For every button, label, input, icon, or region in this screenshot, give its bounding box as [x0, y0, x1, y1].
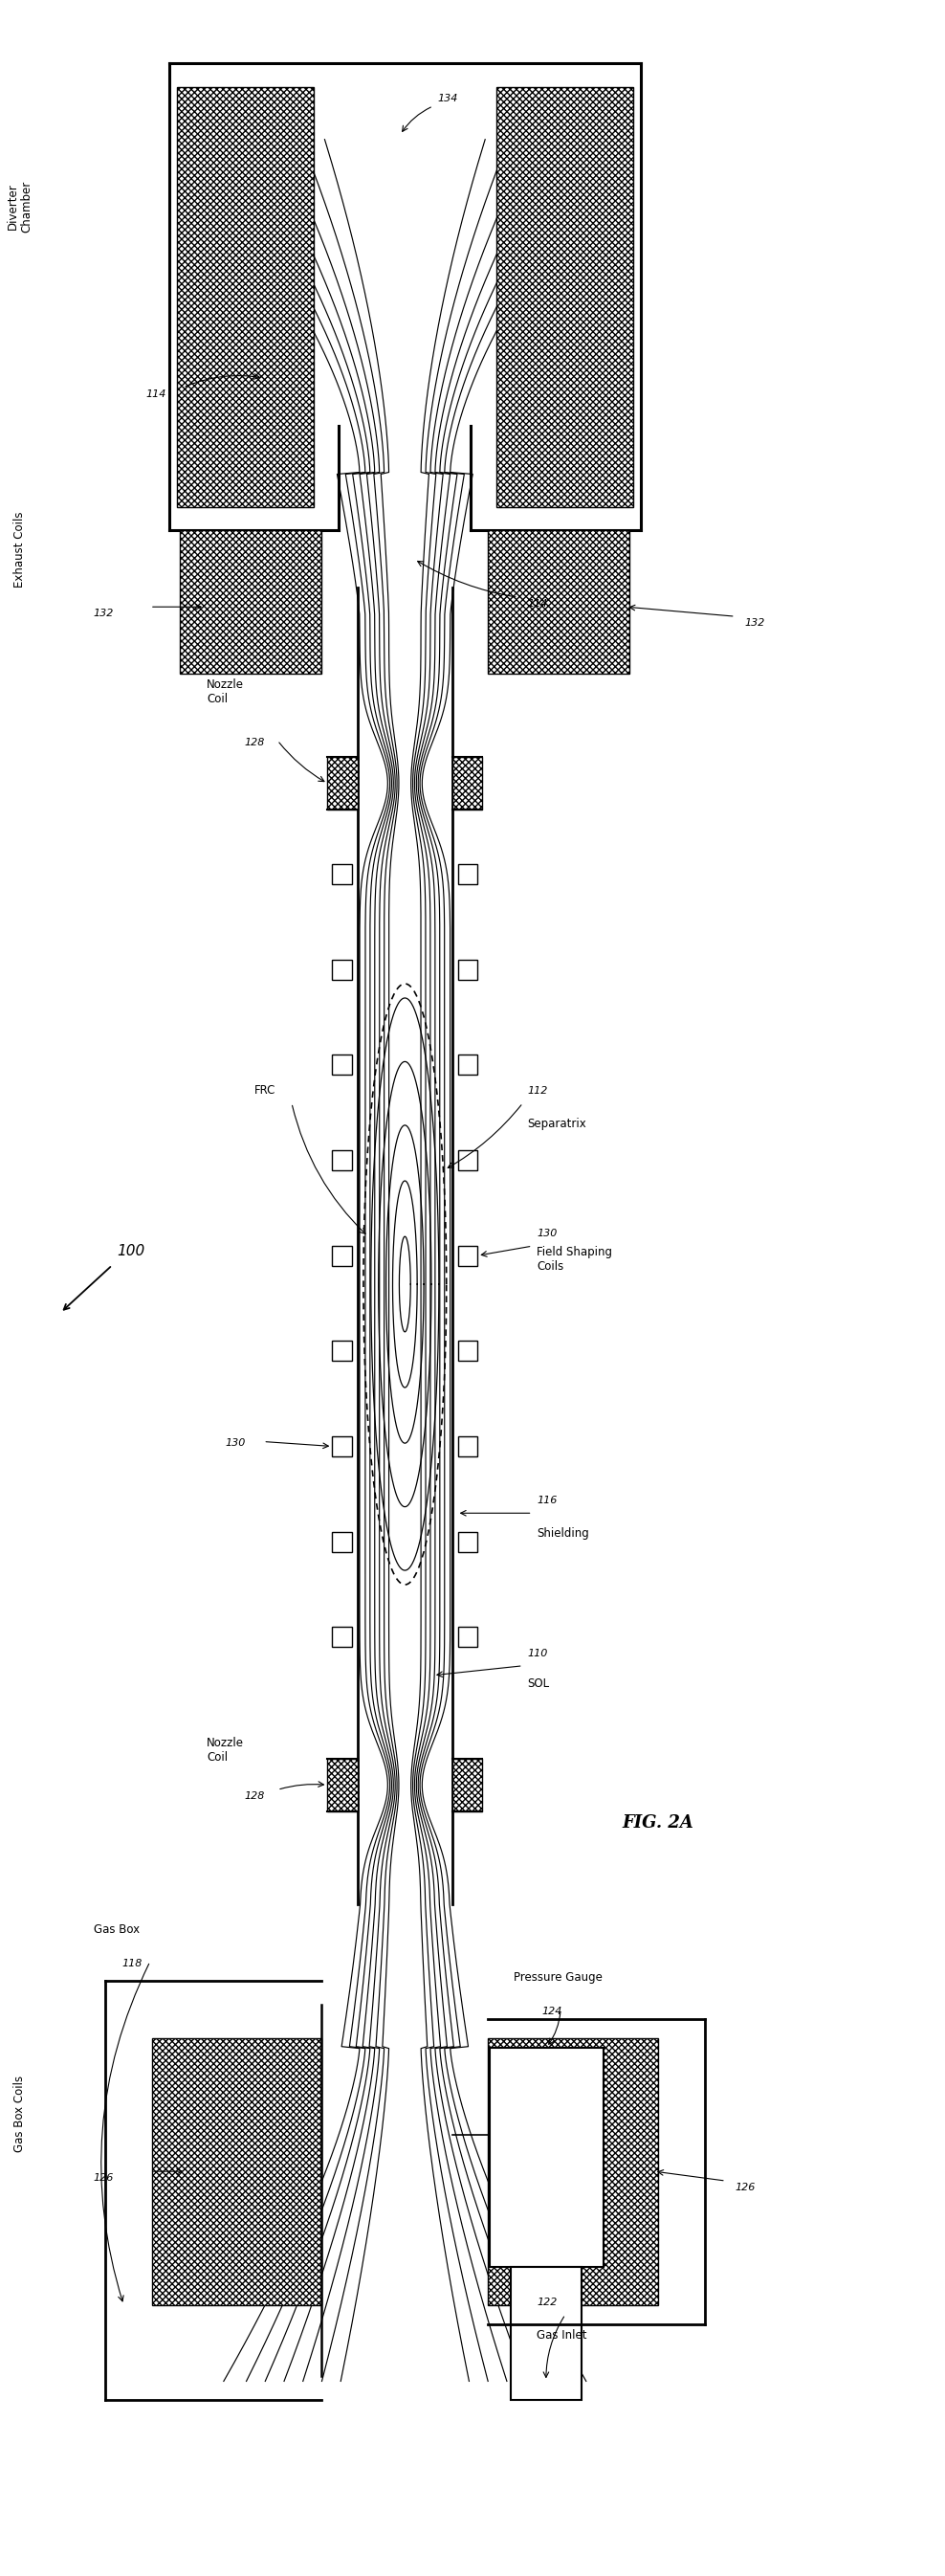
Bar	[328, 1759, 358, 1811]
Text: Nozzle
Coil: Nozzle Coil	[207, 677, 244, 706]
Bar	[457, 958, 477, 979]
Bar	[177, 88, 314, 507]
Bar	[333, 1628, 352, 1646]
Text: SOL: SOL	[527, 1677, 550, 1690]
Bar	[333, 863, 352, 884]
Text: 100: 100	[117, 1244, 145, 1260]
Text: 112: 112	[527, 1084, 548, 1095]
Text: 126: 126	[735, 2182, 756, 2192]
Text: Separatrix: Separatrix	[527, 1118, 587, 1131]
Text: 114: 114	[146, 389, 165, 399]
Text: 122: 122	[537, 2298, 558, 2308]
Bar	[510, 2267, 581, 2401]
Bar	[452, 1759, 482, 1811]
Bar	[488, 531, 629, 675]
Bar	[457, 863, 477, 884]
Text: Gas Inlet: Gas Inlet	[537, 2329, 587, 2342]
Text: Shielding: Shielding	[537, 1528, 590, 1540]
Text: 126: 126	[94, 2174, 114, 2182]
Bar	[333, 1342, 352, 1360]
Text: Gas Box Coils: Gas Box Coils	[13, 2076, 26, 2154]
Bar	[333, 1533, 352, 1551]
Bar	[457, 1149, 477, 1170]
Bar	[457, 1342, 477, 1360]
Bar	[457, 1437, 477, 1455]
Bar	[333, 1149, 352, 1170]
Text: 130: 130	[537, 1229, 558, 1239]
Bar	[333, 1054, 352, 1074]
Bar	[328, 757, 358, 809]
Bar	[488, 2038, 658, 2306]
Bar	[333, 1247, 352, 1265]
Text: Nozzle
Coil: Nozzle Coil	[207, 1736, 244, 1765]
Text: 124: 124	[541, 2007, 562, 2017]
Text: FRC: FRC	[254, 1084, 275, 1097]
Bar	[333, 958, 352, 979]
Bar	[180, 531, 322, 675]
Text: Exhaust Coils: Exhaust Coils	[13, 513, 26, 587]
Text: 128: 128	[245, 737, 265, 747]
Text: 116: 116	[537, 1497, 558, 1504]
Text: Field Shaping
Coils: Field Shaping Coils	[537, 1247, 612, 1273]
Bar	[496, 88, 633, 507]
Text: 132: 132	[745, 618, 765, 629]
Text: 118: 118	[122, 1958, 142, 1968]
Text: Pressure Gauge: Pressure Gauge	[513, 1971, 602, 1984]
Text: 128: 128	[245, 1793, 265, 1801]
Bar	[452, 757, 482, 809]
Text: 114: 114	[527, 600, 548, 608]
Bar	[152, 2038, 322, 2306]
Text: 132: 132	[94, 608, 114, 618]
Text: Gas Box: Gas Box	[94, 1924, 140, 1935]
Text: 110: 110	[527, 1649, 548, 1659]
Bar	[457, 1628, 477, 1646]
Bar	[457, 1247, 477, 1265]
Text: 134: 134	[438, 93, 458, 103]
Text: Diverter
Chamber: Diverter Chamber	[7, 180, 33, 232]
Bar	[333, 1437, 352, 1455]
Text: FIG. 2A: FIG. 2A	[622, 1814, 694, 1832]
Bar	[457, 1533, 477, 1551]
Bar	[490, 2048, 603, 2267]
Bar	[457, 1054, 477, 1074]
Text: 130: 130	[226, 1440, 246, 1448]
